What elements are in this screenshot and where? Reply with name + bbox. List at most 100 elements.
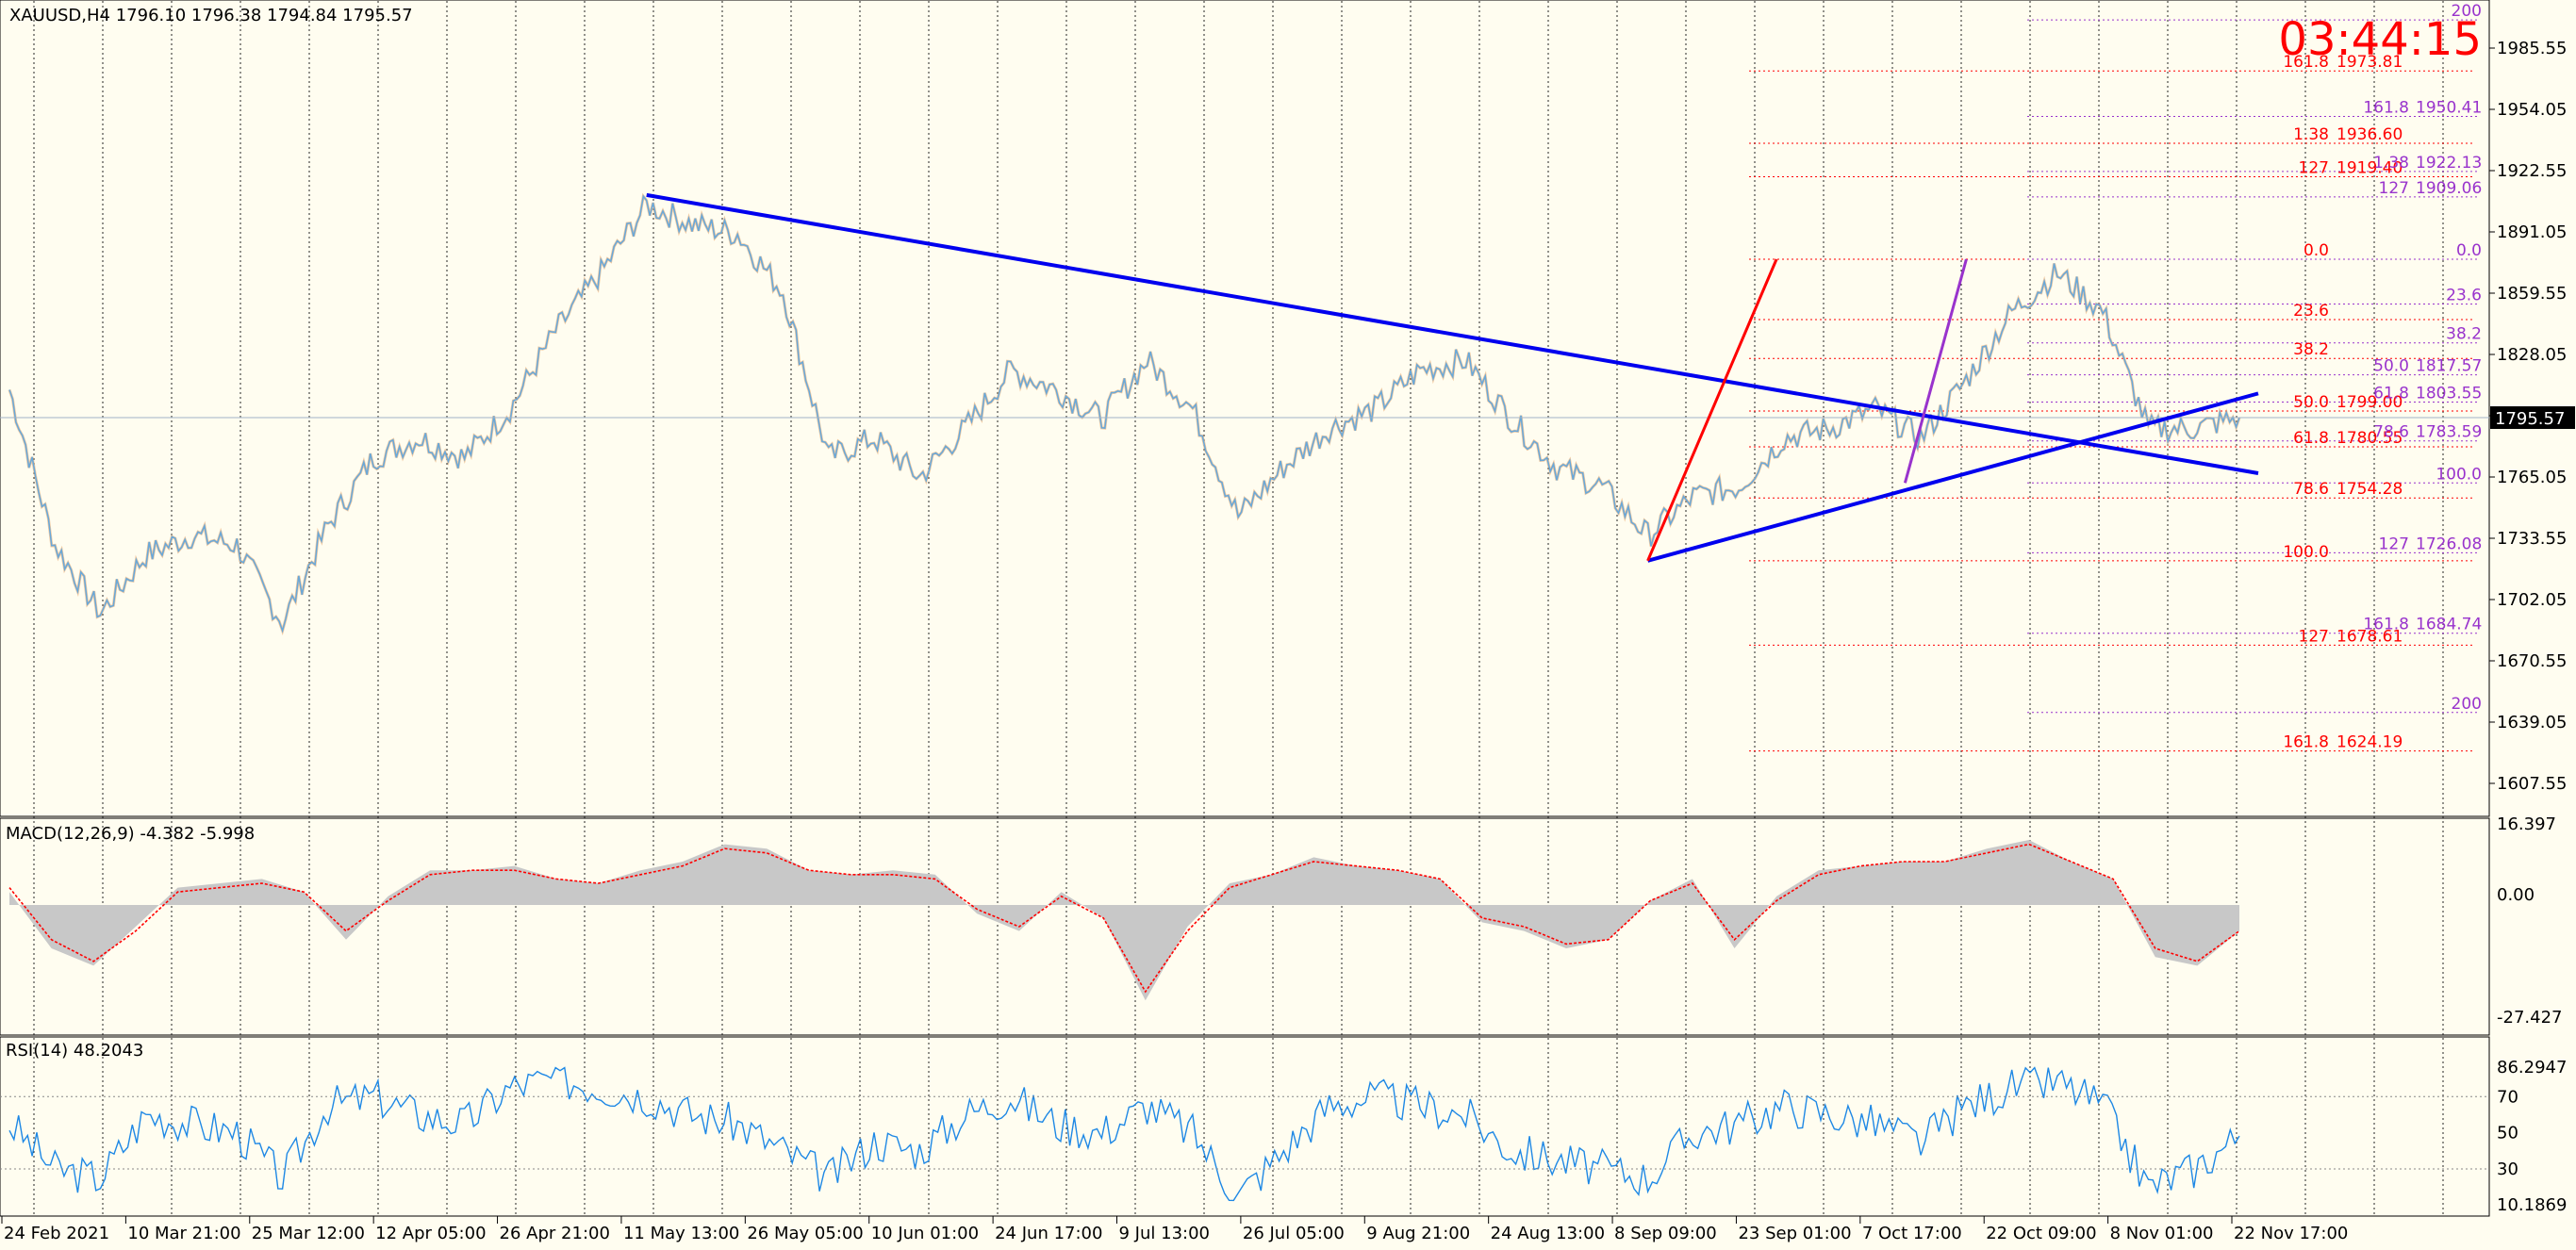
y-tick-label: 1639.05: [2497, 713, 2567, 732]
y-tick-label: 1859.55: [2497, 284, 2567, 304]
rsi-tick-label: 10.1869: [2497, 1195, 2567, 1215]
x-tick-label: 9 Jul 13:00: [1119, 1224, 1211, 1243]
fib-red-level: 127: [2299, 627, 2329, 646]
rsi-line: [8, 1066, 2240, 1202]
fib-purple-level: 50.0: [2373, 357, 2409, 376]
chart-panes: [0, 0, 2490, 1217]
macd-tick-label: 0.00: [2497, 885, 2535, 905]
fib-anchor-purple: [1903, 258, 1968, 484]
y-tick-label: 1922.55: [2497, 161, 2567, 181]
fib-red-price: 1936.60: [2337, 125, 2403, 144]
rsi-label: RSI(14) 48.2043: [6, 1041, 143, 1061]
x-tick-label: 10 Jun 01:00: [871, 1224, 979, 1243]
y-tick-label: 1954.05: [2497, 100, 2567, 120]
y-tick-label: 1702.05: [2497, 590, 2567, 610]
fib-purple-price: 1684.74: [2416, 616, 2482, 634]
x-tick-label: 25 Mar 12:00: [252, 1224, 365, 1243]
fib-purple-level: 0.0: [2456, 241, 2482, 260]
macd-signal-line: [8, 843, 2240, 994]
macd-series: [8, 840, 2240, 1001]
price-line: [8, 194, 2240, 633]
time-axis: 24 Feb 2021 10 Mar 21:00 25 Mar 12:00 12 Ap…: [1, 1216, 2348, 1243]
fib-purple-level: 127: [2379, 535, 2409, 553]
current-price-box: [2490, 406, 2575, 430]
fib-purple-level: 1.38: [2373, 154, 2409, 173]
current-price-label: 1795.57: [2495, 409, 2565, 429]
macd-tick-label: -27.427: [2497, 1008, 2562, 1028]
rsi-tick-label: 30: [2497, 1160, 2518, 1179]
fib-anchor-red: [1646, 258, 1778, 562]
fib-purple-level: 161.8: [2363, 99, 2409, 118]
fib-purple-price: 1909.06: [2416, 179, 2482, 198]
symbol-label: XAUUSD,H4 1796.10 1796.38 1794.84 1795.5…: [9, 6, 413, 25]
x-tick-label: 24 Aug 13:00: [1491, 1224, 1605, 1243]
main-pane: [0, 0, 2490, 817]
x-tick-label: 26 Apr 21:00: [500, 1224, 610, 1243]
fib-purple-price: 1817.57: [2416, 357, 2482, 376]
price-series: [0, 192, 2489, 636]
macd-label: MACD(12,26,9) -4.382 -5.998: [6, 824, 255, 844]
fib-purple-price: 1950.41: [2416, 99, 2482, 118]
macd-pane: [0, 817, 2490, 1036]
x-tick-label: 8 Nov 01:00: [2110, 1224, 2214, 1243]
fib-red-price: 1754.28: [2337, 480, 2403, 499]
y-tick-label: 1891.05: [2497, 222, 2567, 242]
y-tick-label: 1607.55: [2497, 774, 2567, 794]
y-tick-label: 1828.05: [2497, 345, 2567, 365]
fib-purple-price: 1726.08: [2416, 535, 2482, 553]
rsi-tick-label: 50: [2497, 1124, 2518, 1143]
x-tick-label: 23 Sep 01:00: [1738, 1224, 1851, 1243]
fib-purple-level: 38.2: [2446, 325, 2482, 344]
fib-red-price: 1780.55: [2337, 429, 2403, 448]
fib-red-price: 1678.61: [2337, 627, 2403, 646]
fib-red-level: 100.0: [2283, 543, 2329, 562]
fibonacci-levels: [1749, 19, 2480, 752]
rsi-series: [0, 1066, 2489, 1202]
x-tick-label: 26 May 05:00: [747, 1224, 863, 1243]
macd-tick-label: 16.397: [2497, 814, 2556, 834]
x-tick-label: 24 Feb 2021: [4, 1224, 109, 1243]
x-tick-label: 10 Mar 21:00: [127, 1224, 240, 1243]
x-tick-label: 8 Sep 09:00: [1614, 1224, 1717, 1243]
y-tick-label: 1670.55: [2497, 651, 2567, 671]
rsi-pane: [0, 1036, 2490, 1217]
fib-red-level: 61.8: [2293, 429, 2329, 448]
fib-red-level: 161.8: [2283, 53, 2329, 72]
fib-purple-level: 161.8: [2363, 616, 2409, 634]
fib-purple-level: 200: [2452, 695, 2482, 714]
fib-purple-level: 127: [2379, 179, 2409, 198]
fib-red-price: 1919.40: [2337, 159, 2403, 178]
fib-red-level: 23.6: [2293, 302, 2329, 321]
x-tick-label: 11 May 13:00: [623, 1224, 739, 1243]
fib-red-level: 161.8: [2283, 733, 2329, 752]
fib-red-price: 1624.19: [2337, 733, 2403, 752]
fib-purple-price: 1922.13: [2416, 154, 2482, 173]
macd-histogram: [9, 840, 2239, 1001]
fib-red-price: 1973.81: [2337, 53, 2403, 72]
fib-purple-level: 78.6: [2373, 423, 2409, 442]
fib-purple-price: 1803.55: [2416, 385, 2482, 403]
trendline-1: [646, 192, 2259, 475]
rsi-tick-label: 70: [2497, 1087, 2518, 1107]
rsi-tick-label: 86.2947: [2497, 1058, 2567, 1077]
x-tick-label: 22 Oct 09:00: [1986, 1224, 2096, 1243]
y-tick-label: 1733.55: [2497, 529, 2567, 549]
x-tick-label: 26 Jul 05:00: [1243, 1224, 1345, 1243]
price-axis: 1985.55 1954.05 1922.55 1891.05 1859.55 1828.…: [2489, 39, 2575, 1215]
x-tick-label: 7 Oct 17:00: [1862, 1224, 1962, 1243]
trendline-2: [1647, 391, 2259, 563]
fib-red-level: 50.0: [2293, 393, 2329, 412]
fib-red-level: 1.38: [2293, 125, 2329, 144]
fib-purple-level: 61.8: [2373, 385, 2409, 403]
x-tick-label: 24 Jun 17:00: [995, 1224, 1102, 1243]
x-tick-label: 12 Apr 05:00: [375, 1224, 486, 1243]
fib-purple-level: 100.0: [2436, 465, 2482, 484]
fib-purple-level: 23.6: [2446, 286, 2482, 304]
trendlines: [646, 192, 2259, 563]
clock-display: 03:44:15: [2278, 13, 2482, 66]
fib-purple-price: 1783.59: [2416, 423, 2482, 442]
fib-red-price: 1799.00: [2337, 393, 2403, 412]
x-tick-label: 22 Nov 17:00: [2234, 1224, 2348, 1243]
